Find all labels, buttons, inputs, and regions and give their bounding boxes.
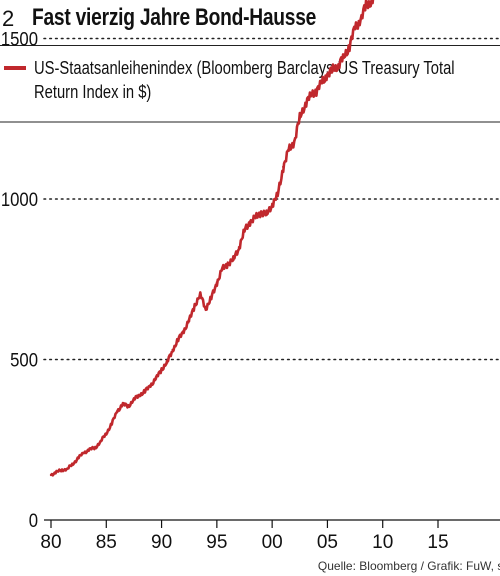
data-point <box>226 262 230 265</box>
data-point <box>121 403 125 406</box>
x-tick-label: 10 <box>372 532 393 553</box>
data-point <box>337 62 340 66</box>
data-point <box>342 56 346 59</box>
data-point <box>127 404 130 408</box>
chart-title: Fast vierzig Jahre Bond-Hausse <box>32 4 317 31</box>
x-tick-label: 90 <box>151 532 172 553</box>
data-point <box>331 69 335 72</box>
data-point <box>182 329 185 332</box>
y-tick-label: 1500 <box>1 29 38 50</box>
data-point <box>132 398 136 401</box>
data-point <box>176 339 180 342</box>
data-point <box>154 377 158 380</box>
x-tick-label: 85 <box>96 532 117 553</box>
title-divider <box>0 45 500 46</box>
data-point <box>232 258 235 262</box>
data-point <box>82 451 86 454</box>
data-point <box>199 294 202 297</box>
data-point <box>165 361 169 364</box>
data-point <box>353 27 357 31</box>
series-line-us-treasury-index <box>50 0 375 477</box>
x-tick-label: 00 <box>262 532 283 553</box>
data-point <box>60 469 64 472</box>
data-point <box>254 217 257 220</box>
data-point <box>221 268 224 271</box>
data-point <box>298 117 301 120</box>
data-point <box>88 448 91 451</box>
legend-label: US-Staatsanleihenindex (Bloomberg Barcla… <box>34 58 455 102</box>
gridlines <box>43 37 500 361</box>
data-point <box>326 72 329 76</box>
data-point <box>243 229 246 233</box>
data-point <box>105 432 108 435</box>
data-point <box>55 470 58 474</box>
data-point <box>171 348 174 352</box>
data-point <box>116 409 119 413</box>
data-point <box>215 281 219 284</box>
data-point <box>49 473 53 477</box>
source-note: Quelle: Bloomberg / Grafik: FuW, sp <box>317 559 500 573</box>
y-tick-label: 1000 <box>1 189 38 210</box>
data-point <box>237 245 241 249</box>
data-point <box>138 393 141 397</box>
data-point <box>71 462 75 466</box>
data-point <box>282 165 285 169</box>
data-point <box>259 210 263 214</box>
data-point <box>66 467 69 470</box>
x-tick-label: 15 <box>427 532 448 553</box>
legend-swatch <box>4 66 26 70</box>
data-point <box>149 383 152 387</box>
data-point <box>143 390 147 393</box>
data-point <box>204 306 207 310</box>
data-point <box>293 140 296 143</box>
y-axis: 0500100015002000 <box>1 29 38 532</box>
data-point <box>188 319 191 323</box>
data-point <box>193 303 196 307</box>
data-point <box>265 213 268 217</box>
figure-number: 2 <box>2 6 15 31</box>
data-point <box>248 220 252 223</box>
data-point <box>210 297 213 300</box>
data-point <box>99 440 102 443</box>
data-point <box>94 446 97 449</box>
x-axis: 80 85 90 95 00 05 10 15 <box>40 519 500 553</box>
data-point <box>77 456 80 459</box>
data-point <box>348 43 351 47</box>
data-point <box>287 149 290 153</box>
data-point <box>364 5 368 8</box>
data-point <box>160 367 163 371</box>
data-point <box>304 101 307 104</box>
data-point <box>370 0 373 2</box>
data-point <box>359 18 362 21</box>
data-point <box>110 422 114 425</box>
data-point <box>309 95 313 98</box>
header: 2 Fast vierzig Jahre Bond-Hausse <box>0 0 500 44</box>
x-tick-label: 95 <box>206 532 227 553</box>
x-tick-label: 05 <box>317 532 338 553</box>
data-point <box>276 194 279 197</box>
y-tick-label: 500 <box>10 350 38 371</box>
data-point <box>320 82 324 85</box>
data-point <box>315 88 318 92</box>
series-layer <box>49 0 375 477</box>
x-tick-label: 80 <box>40 532 61 553</box>
y-tick-label: 0 <box>29 510 38 531</box>
legend: US-Staatsanleihenindex (Bloomberg Barcla… <box>0 54 500 114</box>
data-point <box>270 202 274 206</box>
